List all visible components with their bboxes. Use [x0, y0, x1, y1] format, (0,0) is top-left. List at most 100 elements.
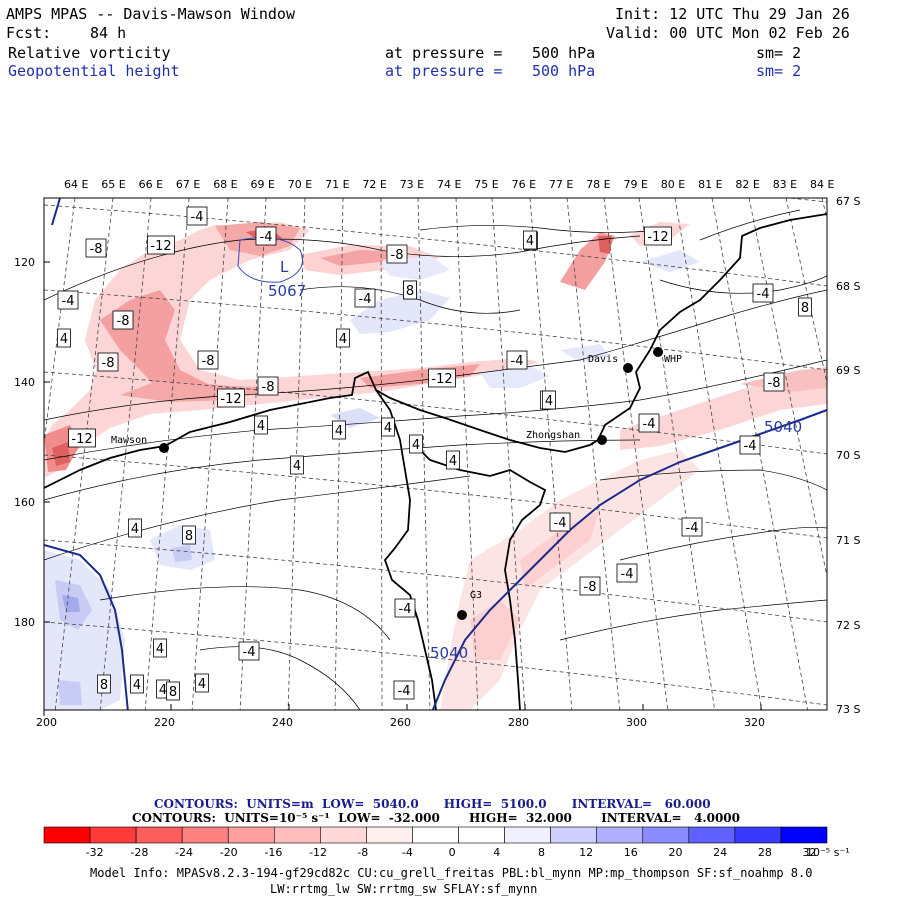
svg-text:4: 4	[545, 394, 553, 409]
colorbar-tick-15: 28	[758, 846, 772, 859]
colorbar-tick-9: 4	[493, 846, 500, 859]
left-ticks	[43, 261, 50, 716]
svg-text:-4: -4	[511, 354, 524, 369]
colorbar-tick-8: 0	[449, 846, 456, 859]
svg-text:-4: -4	[191, 210, 204, 225]
vort-label-15: -12	[68, 428, 96, 448]
colorbar-tick-0: -32	[86, 846, 104, 859]
station-label-davis: Davis	[588, 354, 618, 365]
svg-text:-4: -4	[243, 645, 256, 660]
lon-label-9: 73 E	[399, 178, 425, 191]
vorticity-contours	[44, 209, 827, 710]
svg-text:-8: -8	[391, 248, 404, 263]
colorbar-tick-1: -28	[130, 846, 148, 859]
colorbar-tick-6: -8	[357, 846, 368, 859]
colorbar-box-10	[504, 826, 551, 844]
lon-label-6: 70 E	[287, 178, 313, 191]
svg-text:-4: -4	[62, 294, 75, 309]
svg-text:-12: -12	[150, 239, 171, 254]
colorbar-box-9	[458, 826, 505, 844]
colorbar-tick-3: -20	[220, 846, 238, 859]
vort-label-9: -4	[57, 290, 79, 310]
colorbar-box-4	[227, 826, 275, 844]
lat-label-4: 71 S	[836, 533, 861, 547]
colorbar-box-5	[273, 826, 321, 844]
svg-text:4: 4	[384, 421, 392, 436]
vort-label-21: 4	[381, 417, 395, 437]
meridian-lines	[44, 198, 827, 710]
station-label-mawson: Mawson	[111, 435, 147, 446]
svg-text:-8: -8	[768, 376, 781, 391]
vort-label-27: 8	[182, 525, 196, 545]
svg-text:-8: -8	[202, 354, 215, 369]
vort-label-13: -12	[217, 388, 245, 408]
vort-label-31: -4	[681, 517, 703, 537]
lon-label-0: 64 E	[64, 178, 89, 191]
colorbar-tick-12: 16	[624, 846, 638, 859]
x-label-2: 240	[272, 716, 293, 729]
svg-text:-4: -4	[686, 521, 699, 536]
svg-text:4: 4	[449, 454, 457, 469]
colorbar-unit: 10⁻⁵ s⁻¹	[806, 846, 850, 859]
vort-label-32: -8	[579, 576, 601, 596]
vort-label-39: 4	[195, 673, 209, 693]
field-2-name: Geopotential height	[8, 62, 180, 80]
vort-label-8: -8	[112, 310, 134, 330]
svg-text:-4: -4	[359, 292, 372, 307]
lon-label-10: 74 E	[437, 178, 462, 191]
svg-text:4: 4	[131, 522, 139, 537]
height-label-low: 5067	[268, 282, 306, 300]
vort-label-20: 4	[332, 420, 346, 440]
vort-label-28: -8	[763, 372, 785, 392]
lon-label-18: 82 E	[735, 178, 760, 191]
vort-label-34: 4	[128, 518, 142, 538]
plot-title: AMPS MPAS -- Davis-Mawson Window	[6, 5, 295, 23]
vort-label-25: -4	[506, 350, 528, 370]
lon-label-7: 71 E	[325, 178, 350, 191]
vort-label-10: -8	[97, 352, 119, 372]
vort-label-47: -4	[752, 283, 774, 303]
lon-label-2: 66 E	[138, 178, 164, 191]
svg-text:8: 8	[169, 685, 177, 700]
svg-text:-8: -8	[262, 380, 275, 395]
vort-label-43: -4	[394, 598, 416, 618]
lon-label-19: 83 E	[772, 178, 798, 191]
vort-label-36: 4	[130, 674, 144, 694]
lon-label-12: 76 E	[511, 178, 537, 191]
colorbar-tick-labels: -32 -28 -24 -20 -16 -12 -8 -4 0 4 8 12 16 20 24 28 32	[86, 846, 817, 859]
y-label-0: 120	[14, 256, 35, 269]
svg-text:8: 8	[801, 301, 809, 316]
svg-text:4: 4	[198, 677, 206, 692]
lat-label-6: 73 S	[836, 703, 861, 717]
vort-label-30: -4	[549, 512, 571, 532]
colorbar-tick-13: 20	[668, 846, 682, 859]
vort-label-40: 8	[166, 681, 180, 701]
svg-text:-4: -4	[621, 567, 634, 582]
field-1-pressure-label: at pressure =	[385, 44, 503, 62]
vort-label-24: -4	[354, 288, 376, 308]
vort-label-3: -4	[255, 226, 277, 246]
colorbar-tick-4: -16	[264, 846, 282, 859]
colorbar-tick-11: 12	[579, 846, 593, 859]
field-2-pressure-label: at pressure =	[385, 62, 503, 80]
vort-label-37: 8	[97, 674, 111, 694]
x-label-1: 220	[154, 716, 175, 729]
map-frame	[43, 197, 828, 711]
colorbar-box-16	[780, 826, 828, 844]
x-label-5: 300	[626, 716, 647, 729]
lon-label-11: 75 E	[474, 178, 499, 191]
svg-text:-8: -8	[102, 356, 115, 371]
colorbar-box-2	[135, 826, 183, 844]
lat-label-2: 69 S	[836, 364, 861, 378]
model-info-line1: Model Info: MPASv8.2.3-194-gf29cd82c CU:…	[90, 866, 813, 880]
lat-label-1: 68 S	[836, 279, 861, 293]
vort-label-19: 4	[254, 415, 268, 435]
height-contour-info: CONTOURS: UNITS=m LOW= 5040.0 HIGH= 5100…	[154, 797, 711, 811]
lon-label-1: 65 E	[101, 178, 126, 191]
svg-text:-12: -12	[431, 372, 452, 387]
vort-label-2: -12	[147, 235, 175, 255]
svg-text:-4: -4	[554, 516, 567, 531]
vort-label-16: 4	[57, 328, 71, 348]
svg-text:-4: -4	[744, 439, 757, 454]
svg-text:4: 4	[526, 234, 534, 249]
